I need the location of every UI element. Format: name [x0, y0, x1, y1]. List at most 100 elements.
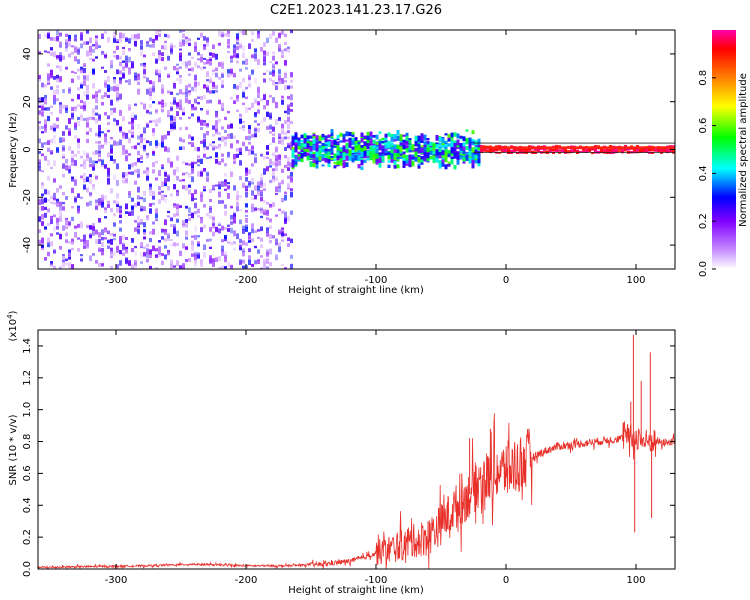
- heatmap-cell: [92, 83, 95, 89]
- heatmap-cell: [284, 233, 287, 237]
- heatmap-cell: [122, 244, 125, 251]
- heatmap-cell: [170, 49, 173, 55]
- heatmap-cell: [164, 134, 167, 140]
- heatmap-cell: [131, 264, 134, 269]
- heatmap-cell: [257, 185, 260, 192]
- heatmap-cell: [239, 127, 242, 130]
- heatmap-cell: [140, 242, 143, 248]
- heatmap-cell: [143, 145, 146, 152]
- heatmap-cell: [266, 69, 269, 72]
- heatmap-cell: [191, 67, 194, 72]
- heatmap-cell: [143, 229, 146, 233]
- heatmap-cell: [227, 186, 230, 189]
- heatmap-cell: [444, 146, 448, 153]
- heatmap-cell: [297, 140, 301, 147]
- heatmap-cell: [134, 203, 137, 208]
- heatmap-cell: [98, 247, 101, 251]
- heatmap-cell: [233, 48, 236, 53]
- heatmap-cell: [465, 145, 469, 150]
- heatmap-cell: [98, 249, 101, 252]
- heatmap-cell: [284, 191, 287, 195]
- heatmap-cell: [218, 200, 221, 204]
- heatmap-cell: [245, 177, 248, 182]
- heatmap-cell: [41, 131, 44, 134]
- heatmap-cell: [113, 31, 116, 35]
- heatmap-cell: [50, 69, 53, 76]
- heatmap-cell: [387, 151, 391, 155]
- heatmap-cell: [80, 175, 83, 179]
- heatmap-cell: [68, 241, 71, 244]
- heatmap-cell: [281, 263, 284, 267]
- heatmap-cell: [101, 33, 104, 38]
- heatmap-cell: [188, 184, 191, 188]
- heatmap-cell: [233, 219, 236, 224]
- heatmap-cell: [101, 50, 104, 54]
- heatmap-cell: [221, 102, 224, 109]
- heatmap-cell: [405, 158, 409, 164]
- heatmap-cell: [438, 148, 442, 152]
- heatmap-cell: [86, 41, 89, 45]
- heatmap-cell: [453, 132, 457, 137]
- heatmap-cell: [62, 192, 65, 196]
- heatmap-cell: [242, 91, 245, 98]
- x-tick-label: 100: [626, 275, 645, 286]
- heatmap-cell: [179, 127, 182, 131]
- heatmap-cell: [321, 142, 325, 149]
- heatmap-cell: [83, 80, 86, 86]
- heatmap-cell: [200, 158, 203, 164]
- heatmap-cell: [134, 220, 137, 223]
- heatmap-cell: [92, 151, 95, 156]
- heatmap-cell: [378, 157, 382, 163]
- heatmap-cell: [80, 239, 83, 242]
- heatmap-cell: [227, 74, 230, 78]
- heatmap-cell: [543, 148, 546, 151]
- heatmap-cell: [113, 35, 116, 41]
- heatmap-cell: [618, 150, 621, 153]
- heatmap-cell: [113, 80, 116, 85]
- heatmap-cell: [197, 215, 200, 218]
- heatmap-cell: [236, 153, 239, 158]
- heatmap-cell: [224, 129, 227, 133]
- heatmap-cell: [248, 169, 251, 175]
- heatmap-cell: [200, 196, 203, 200]
- heatmap-cell: [281, 99, 284, 105]
- heatmap-cell: [146, 215, 149, 218]
- heatmap-cell: [438, 142, 442, 146]
- heatmap-cell: [263, 188, 266, 191]
- heatmap-cell: [155, 208, 158, 215]
- heatmap-cell: [92, 160, 95, 166]
- heatmap-cell: [507, 152, 510, 154]
- heatmap-cell: [50, 166, 53, 170]
- heatmap-cell: [170, 217, 173, 222]
- heatmap-cell: [212, 258, 215, 263]
- heatmap-cell: [561, 150, 564, 153]
- heatmap-cell: [345, 146, 349, 150]
- heatmap-cell: [131, 205, 134, 210]
- heatmap-cell: [167, 210, 170, 214]
- heatmap-cell: [182, 263, 185, 266]
- heatmap-cell: [402, 164, 406, 168]
- heatmap-cell: [44, 34, 47, 38]
- heatmap-cell: [594, 150, 597, 153]
- heatmap-cell: [155, 109, 158, 114]
- heatmap-cell: [300, 156, 304, 163]
- heatmap-cell: [390, 136, 394, 142]
- heatmap-cell: [266, 166, 269, 172]
- heatmap-cell: [86, 131, 89, 135]
- heatmap-cell: [278, 208, 281, 211]
- heatmap-cell: [639, 148, 642, 151]
- heatmap-cell: [158, 191, 161, 195]
- heatmap-cell: [101, 197, 104, 201]
- heatmap-cell: [257, 258, 260, 261]
- heatmap-cell: [627, 151, 630, 154]
- heatmap-cell: [468, 141, 472, 148]
- heatmap-cell: [438, 163, 442, 169]
- heatmap-cell: [155, 254, 158, 258]
- heatmap-cell: [224, 181, 227, 187]
- heatmap-cell: [149, 265, 152, 269]
- heatmap-cell: [191, 56, 194, 59]
- heatmap-cell: [71, 176, 74, 179]
- heatmap-cell: [80, 67, 83, 74]
- heatmap-cell: [227, 69, 230, 74]
- heatmap-cell: [251, 228, 254, 234]
